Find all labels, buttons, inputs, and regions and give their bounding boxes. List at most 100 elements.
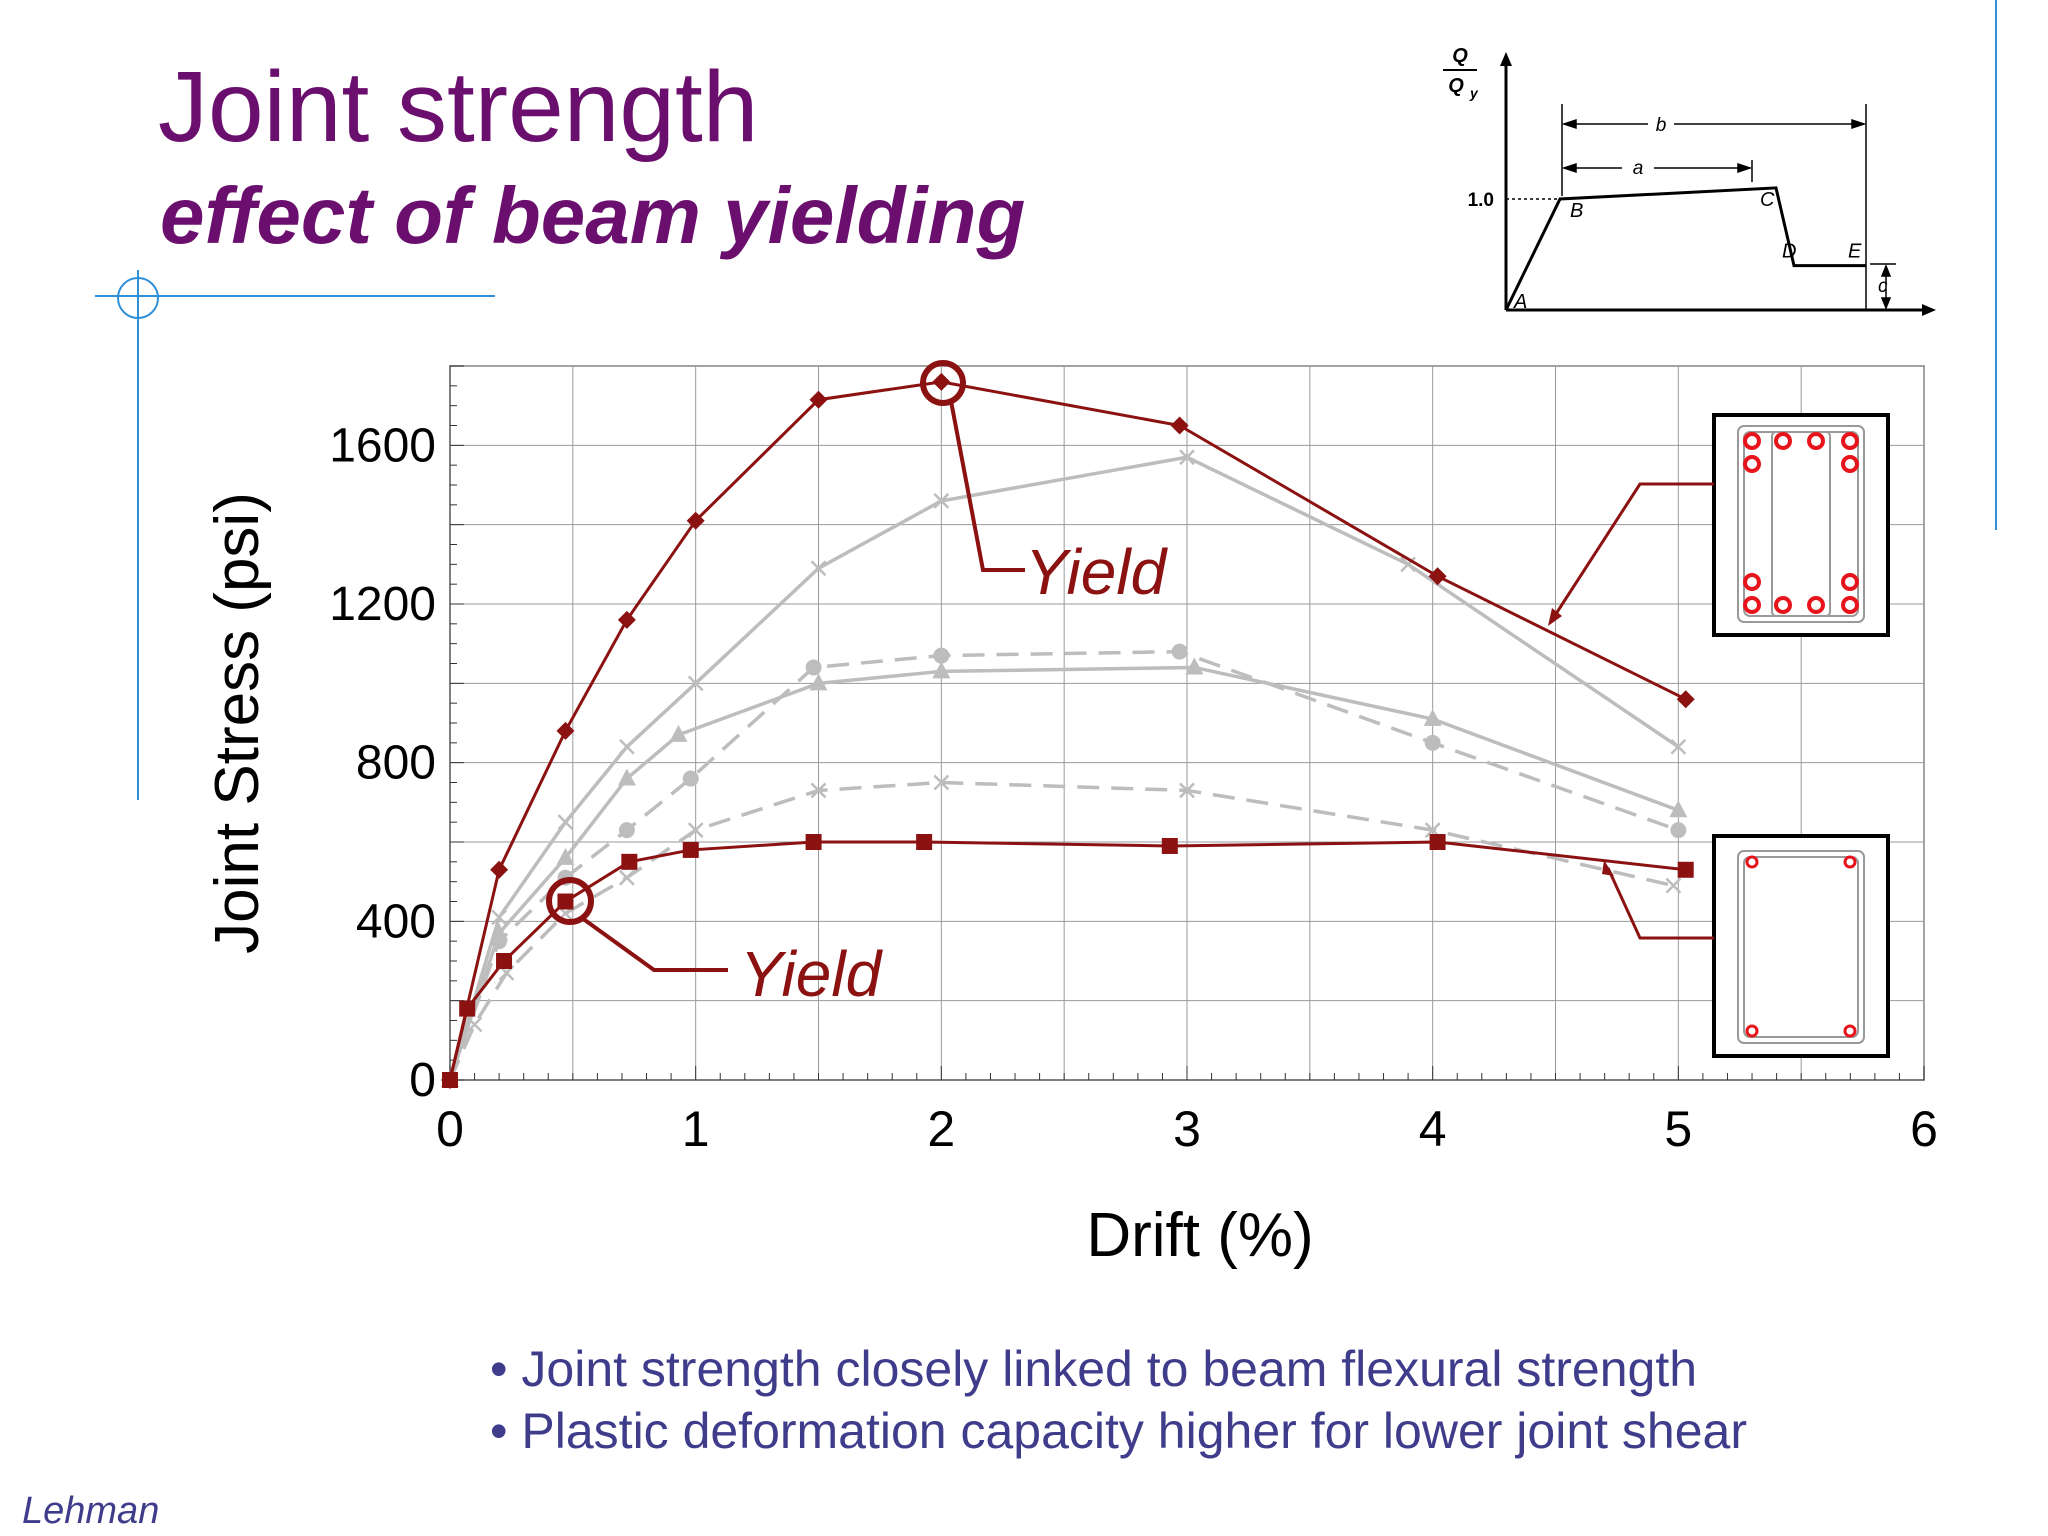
x-tick-label: 1 — [682, 1101, 710, 1157]
bullet-list: Joint strength closely linked to beam fl… — [490, 1338, 1747, 1462]
decor-crosshair — [95, 0, 1997, 800]
x-tick-label: 5 — [1664, 1101, 1692, 1157]
data-point — [1665, 877, 1682, 894]
x-axis-label: Drift (%) — [1086, 1201, 1313, 1270]
x-tick-labels: 0 1 2 3 4 5 6 — [436, 1101, 1938, 1157]
data-point — [1429, 834, 1446, 850]
data-point — [466, 1016, 483, 1033]
data-point — [459, 1000, 476, 1017]
data-point — [617, 768, 636, 786]
data-point — [618, 822, 635, 839]
data-point — [1676, 690, 1695, 709]
backbone-curve-inset: Q Q y 1.0 A B C D E a b — [1443, 45, 1936, 316]
yield-annotation-upper: Yield — [920, 360, 1169, 608]
data-point — [1170, 416, 1189, 435]
slide-title: Joint strength — [158, 51, 759, 163]
data-point — [809, 390, 828, 409]
yield-circle-lower — [546, 877, 594, 925]
data-point — [557, 893, 574, 910]
data-point — [491, 909, 508, 926]
yield-label-lower: Yield — [740, 938, 884, 1010]
section-heavy-reinforcement — [1548, 413, 1890, 637]
data-point — [933, 492, 950, 509]
backbone-ylabel-den: Q — [1448, 75, 1464, 97]
backbone-dim-c-label: c — [1878, 276, 1888, 297]
data-point — [682, 841, 699, 858]
yield-circle-upper — [920, 360, 966, 406]
data-point — [442, 1072, 458, 1088]
x-tick-label: 2 — [927, 1101, 955, 1157]
series-line — [448, 649, 1679, 1081]
x-tick-label: 3 — [1173, 1101, 1201, 1157]
backbone-point-labels: A B C D E — [1513, 189, 1862, 313]
data-point — [556, 721, 575, 740]
data-point — [932, 372, 951, 391]
backbone-point-label: B — [1570, 200, 1583, 222]
backbone-dim-a — [1561, 160, 1753, 196]
data-point — [687, 675, 704, 692]
data-point — [490, 860, 509, 879]
backbone-yref-label: 1.0 — [1468, 190, 1494, 211]
x-tick-label: 4 — [1419, 1101, 1447, 1157]
data-point — [496, 953, 513, 969]
backbone-ylabel-sub: y — [1469, 85, 1479, 101]
backbone-ylabel-num: Q — [1452, 45, 1468, 67]
data-point — [1677, 861, 1694, 878]
data-point — [1400, 556, 1416, 573]
series-5 — [442, 834, 1694, 1088]
data-point — [621, 853, 638, 870]
backbone-point-label: E — [1848, 241, 1862, 263]
yield-leader-lower — [580, 916, 728, 972]
y-axis-label: Joint Stress (psi) — [203, 492, 272, 954]
y-tick-label: 1200 — [329, 578, 436, 631]
backbone-dim-b-label: b — [1656, 115, 1667, 136]
y-tick-label: 800 — [356, 737, 436, 790]
data-point — [1185, 657, 1204, 675]
y-tick-label: 0 — [409, 1054, 436, 1107]
data-point — [1179, 782, 1195, 799]
series-layer — [441, 372, 1695, 1089]
backbone-point-label: D — [1782, 241, 1796, 263]
data-point — [1670, 822, 1687, 839]
data-point — [617, 610, 636, 629]
data-point — [687, 822, 704, 838]
data-point — [1424, 734, 1441, 751]
backbone-dim-a-label: a — [1633, 158, 1644, 179]
data-point — [933, 647, 950, 664]
section-light-pointer — [1606, 867, 1714, 940]
x-tick-label: 0 — [436, 1101, 464, 1157]
series-line — [448, 380, 1687, 1081]
data-point — [809, 673, 828, 691]
backbone-dim-c — [1870, 263, 1896, 311]
data-point — [810, 782, 827, 799]
y-tick-label: 1600 — [329, 419, 436, 472]
data-point — [1423, 709, 1442, 727]
data-point — [932, 661, 951, 679]
series-line — [448, 665, 1679, 1081]
bullet-item: Plastic deformation capacity higher for … — [490, 1400, 1747, 1462]
y-tick-label: 400 — [356, 895, 436, 948]
data-point — [669, 724, 688, 742]
section-light-reinforcement — [1602, 834, 1890, 1058]
yield-label-upper: Yield — [1025, 536, 1169, 608]
data-point — [556, 847, 575, 865]
data-point — [1669, 800, 1688, 818]
data-point — [686, 511, 705, 530]
section-heavy-pointer — [1550, 482, 1714, 621]
author-credit: Lehman — [22, 1490, 160, 1532]
series-line — [448, 455, 1680, 1081]
backbone-curve — [1504, 186, 1866, 311]
main-chart: 0 1 2 3 4 5 6 0 400 800 1200 1600 Drift (%) Joint … — [203, 360, 1938, 1270]
data-point — [805, 659, 822, 676]
yield-annotation-lower: Yield — [546, 877, 884, 1010]
backbone-dim-b — [1561, 104, 1867, 264]
data-point — [1670, 738, 1687, 755]
data-point — [491, 933, 508, 950]
y-tick-labels: 0 400 800 1200 1600 — [329, 419, 436, 1107]
rebar-heavy — [1743, 432, 1859, 614]
data-point — [1171, 643, 1188, 660]
bullet-item: Joint strength closely linked to beam fl… — [490, 1338, 1747, 1400]
series-0 — [441, 372, 1695, 1089]
data-point — [1161, 837, 1178, 854]
